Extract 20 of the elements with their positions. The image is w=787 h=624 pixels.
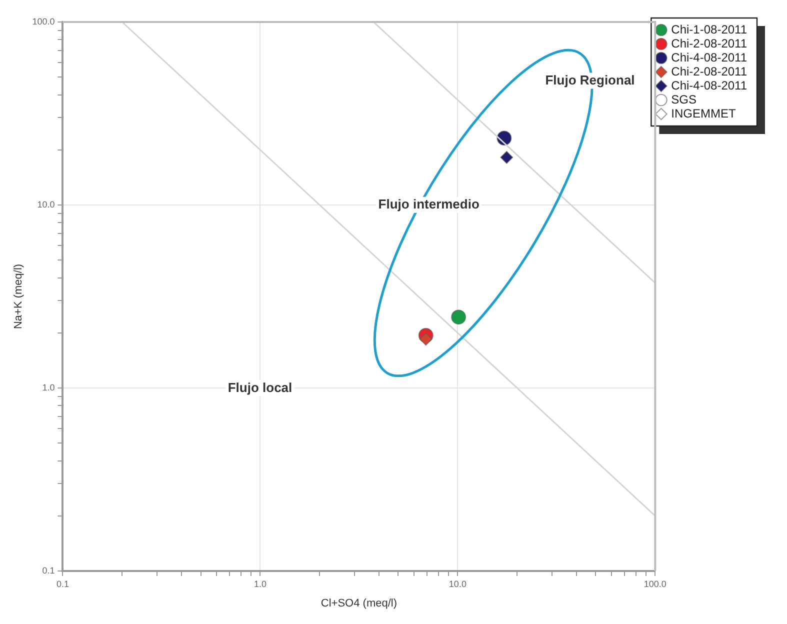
legend-label: Chi-1-08-2011: [671, 22, 748, 36]
x-tick-label: 100.0: [644, 578, 666, 589]
annotation: Flujo Regional: [545, 72, 635, 88]
x-tick-label: 1.0: [254, 578, 266, 589]
y-axis-title: Na+K (meq/l): [12, 264, 25, 330]
legend-label: INGEMMET: [671, 106, 737, 120]
legend-label: SGS: [671, 92, 697, 106]
y-tick-label: 1.0: [42, 382, 55, 392]
legend-label: Chi-2-08-2011: [671, 36, 748, 50]
annotation: Flujo local: [228, 380, 292, 395]
x-axis-title: Cl+SO4 (meq/l): [320, 597, 398, 610]
y-tick-label: 100.0: [32, 16, 55, 26]
x-tick-label: 0.1: [56, 578, 69, 589]
y-tick-label: 10.0: [37, 199, 55, 210]
x-tick-label: 10.0: [448, 578, 466, 589]
annotation: Flujo intermedio: [378, 196, 480, 212]
legend-label: Chi-4-08-2011: [671, 50, 748, 64]
legend-label: Chi-2-08-2011: [671, 64, 748, 78]
legend-label: Chi-4-08-2011: [671, 78, 748, 92]
y-tick-label: 0.1: [42, 565, 55, 576]
